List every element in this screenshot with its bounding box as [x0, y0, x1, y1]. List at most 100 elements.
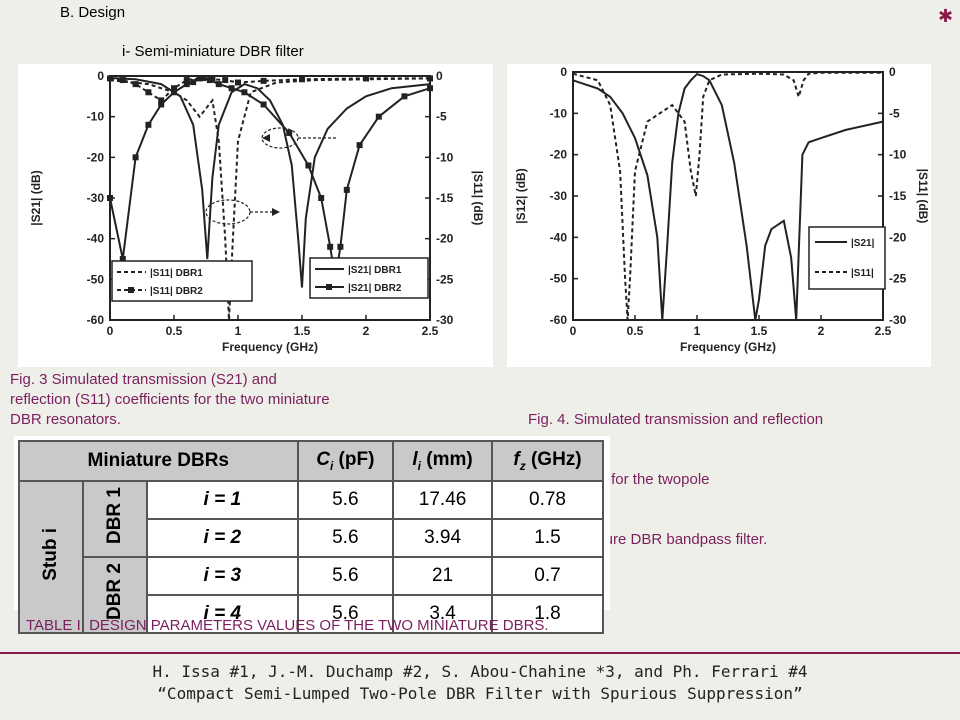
series-point: [260, 101, 267, 108]
series-point: [183, 81, 190, 88]
stub-index: i = 2: [146, 518, 299, 558]
y-axis-label: |S21| (dB): [29, 170, 43, 225]
series-point: [158, 101, 165, 108]
x-tick-label: 0: [570, 324, 577, 338]
fig3-caption-line: Fig. 3 Simulated transmission (S21) and: [10, 371, 277, 388]
series-point: [327, 243, 334, 250]
fig3-caption-line: DBR resonators.: [10, 411, 121, 428]
series-line: [109, 77, 431, 321]
fig3-chart: 0 0.5 1 1.5 2 2.5 0 -10 -20 -30 -40 -50 -60 0 -5 -10 -15…: [18, 64, 493, 367]
series-point: [158, 97, 165, 104]
cell-f: 0.78: [490, 480, 605, 520]
series-point: [343, 186, 350, 193]
series-point: [337, 243, 344, 250]
series-point: [299, 76, 305, 83]
y2-tick-label: 0: [436, 69, 443, 83]
y2-tick-label: 0: [889, 65, 896, 79]
series-point: [132, 81, 139, 88]
y-axis-label: |S12| (dB): [514, 168, 528, 223]
y-tick-label: -60: [550, 313, 568, 327]
legend-left-label: |S11| DBR1: [150, 268, 203, 279]
header-miniature-dbrs: Miniature DBRs: [18, 440, 299, 482]
legend-label: |S21|: [851, 238, 875, 249]
series-point: [107, 75, 113, 82]
series-point: [260, 77, 267, 84]
section-heading: B. Design: [60, 4, 126, 21]
legend-left-label: |S11| DBR2: [150, 286, 203, 297]
series-point: [241, 89, 248, 96]
series-point: [222, 77, 229, 84]
series-point: [196, 75, 203, 82]
legend-right-label: |S21| DBR1: [348, 265, 402, 276]
cell-c: 5.6: [296, 480, 395, 520]
y2-tick-label: -15: [436, 191, 454, 205]
y2-tick-label: -20: [436, 232, 454, 246]
table-header-row: Miniature DBRs Ci (pF) li (mm) fz (GHz): [18, 440, 605, 482]
stub-index: i = 1: [146, 480, 299, 520]
header-ci: Ci (pF): [296, 440, 395, 482]
series-point: [145, 89, 152, 96]
series-point: [209, 76, 216, 83]
series-point: [356, 142, 363, 149]
y2-tick-label: -30: [436, 313, 454, 327]
x-tick-label: 1.5: [751, 324, 768, 338]
stub-label: Stub i: [40, 527, 61, 581]
y-tick-label: 0: [560, 65, 567, 79]
footer-authors: H. Issa #1, J.-M. Duchamp #2, S. Abou-Ch…: [152, 662, 808, 681]
series-point: [318, 195, 325, 201]
legend-right-box: [309, 257, 429, 299]
cell-l: 17.46: [392, 480, 493, 520]
series-point: [286, 129, 293, 136]
series-point: [183, 77, 190, 84]
x-tick-label: 0.5: [166, 324, 183, 338]
dbr2-label-cell: DBR 2: [82, 556, 148, 634]
table-caption: TABLE I. DESIGN PARAMETERS VALUES OF THE…: [26, 617, 549, 634]
y-tick-label: -10: [87, 110, 105, 124]
subsection-heading: i- Semi-miniature DBR filter: [122, 43, 304, 60]
legend-right-label: |S21| DBR2: [348, 283, 402, 294]
series-line: [109, 77, 430, 102]
cell-l: 21: [392, 556, 493, 596]
table-row: i = 4 5.6 3.4 1.8: [19, 594, 605, 634]
y-tick-label: -30: [87, 191, 105, 205]
cell-f: 1.8: [490, 594, 605, 634]
series-point: [145, 121, 152, 128]
annotation-arrowhead: [262, 134, 270, 142]
design-table: Miniature DBRs Ci (pF) li (mm) fz (GHz) …: [18, 440, 605, 634]
series-point: [215, 81, 222, 88]
y2-tick-label: -20: [889, 230, 907, 244]
slide-corner-icon: ✱: [938, 6, 954, 26]
series-point: [132, 154, 139, 161]
series-line: [572, 72, 884, 321]
design-table-wrapper: Miniature DBRs Ci (pF) li (mm) fz (GHz) …: [14, 436, 610, 634]
annotation-arrowhead: [272, 208, 280, 216]
series-point: [363, 75, 369, 82]
x-tick-label: 0.5: [627, 324, 644, 338]
cell-c: 5.6: [296, 556, 395, 596]
series-point: [119, 256, 126, 262]
x-tick-label: 2: [363, 324, 370, 338]
fig4-caption-line: Fig. 4. Simulated transmission and refle…: [528, 411, 824, 428]
dbr1-label: DBR 1: [104, 487, 125, 545]
series-point: [427, 75, 433, 82]
fig4-svg: 0 0.5 1 1.5 2 2.50-10-20-30-40-50-600-5-10-15…: [514, 65, 930, 354]
x-tick-label: 1: [235, 324, 242, 338]
header-li: li (mm): [392, 440, 493, 482]
series-line: [572, 71, 883, 321]
series-point: [119, 77, 126, 84]
x-tick-label: 2.5: [875, 324, 892, 338]
y2-tick-label: -15: [889, 189, 907, 203]
y2-tick-label: -10: [889, 148, 907, 162]
stub-label-cell: Stub i: [18, 480, 84, 634]
series-point: [401, 93, 408, 100]
dbr1-label-cell: DBR 1: [82, 480, 148, 558]
dbr2-label: DBR 2: [104, 563, 125, 621]
fig4-chart: 0 0.5 1 1.5 2 2.5 0 -10 -20 -30 -40 -50 -60 0 -5 -10 -15…: [507, 64, 931, 367]
footer-divider: [0, 652, 960, 654]
y-tick-label: -40: [87, 232, 105, 246]
x-tick-label: 1.5: [294, 324, 311, 338]
y2-axis-label: |S11| (dB): [471, 171, 485, 226]
x-axis-label: Frequency (GHz): [222, 340, 318, 354]
cell-c: 5.6: [296, 518, 395, 558]
series-point: [228, 85, 235, 92]
